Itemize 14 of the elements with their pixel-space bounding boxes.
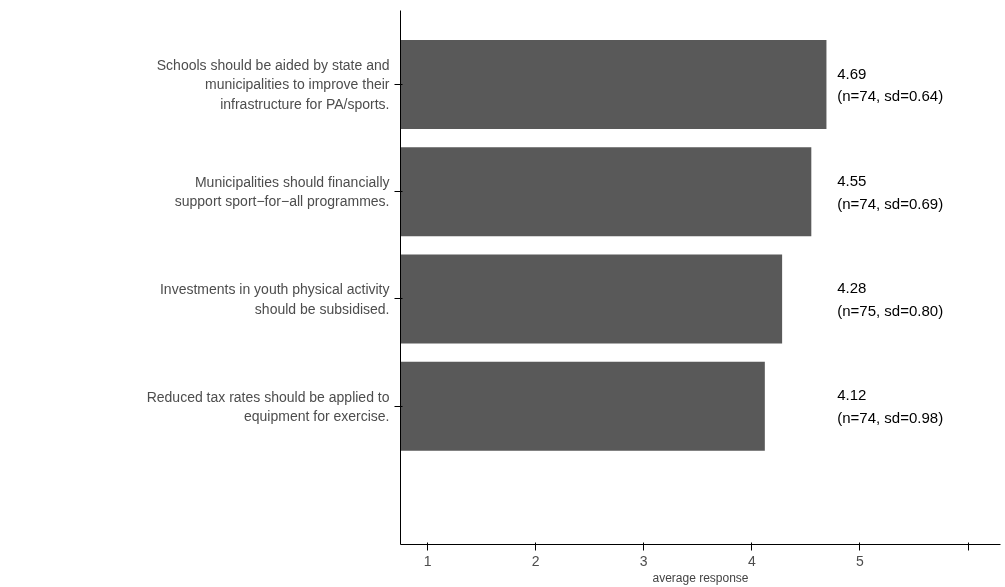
y-tick-label: Municipalities should financially support sport−for−all programmes. [174,174,390,210]
x-tick-label: 1 [423,552,432,569]
y-tick-label: Schools should be aided by state and municipalities to improve their infrastructure for PA/sports. [156,57,390,112]
x-tick-label: 2 [531,552,540,569]
y-tick-label: Investments in youth physical activity should be subsidised. [159,281,390,317]
x-tick-label: 4 [747,552,756,569]
data-label: 4.55 (n=74, sd=0.69) [837,171,944,212]
x-tick-label: 3 [639,552,648,569]
y-tick-label: Reduced tax rates should be applied to equipment for exercise. [146,388,390,424]
data-label: 4.69 (n=74, sd=0.64) [837,64,944,105]
data-label: 4.28 (n=75, sd=0.80) [837,278,944,319]
x-axis-title: average response [652,570,749,585]
x-tick-label: 5 [856,552,865,569]
data-label: 4.12 (n=74, sd=0.98) [837,386,944,427]
